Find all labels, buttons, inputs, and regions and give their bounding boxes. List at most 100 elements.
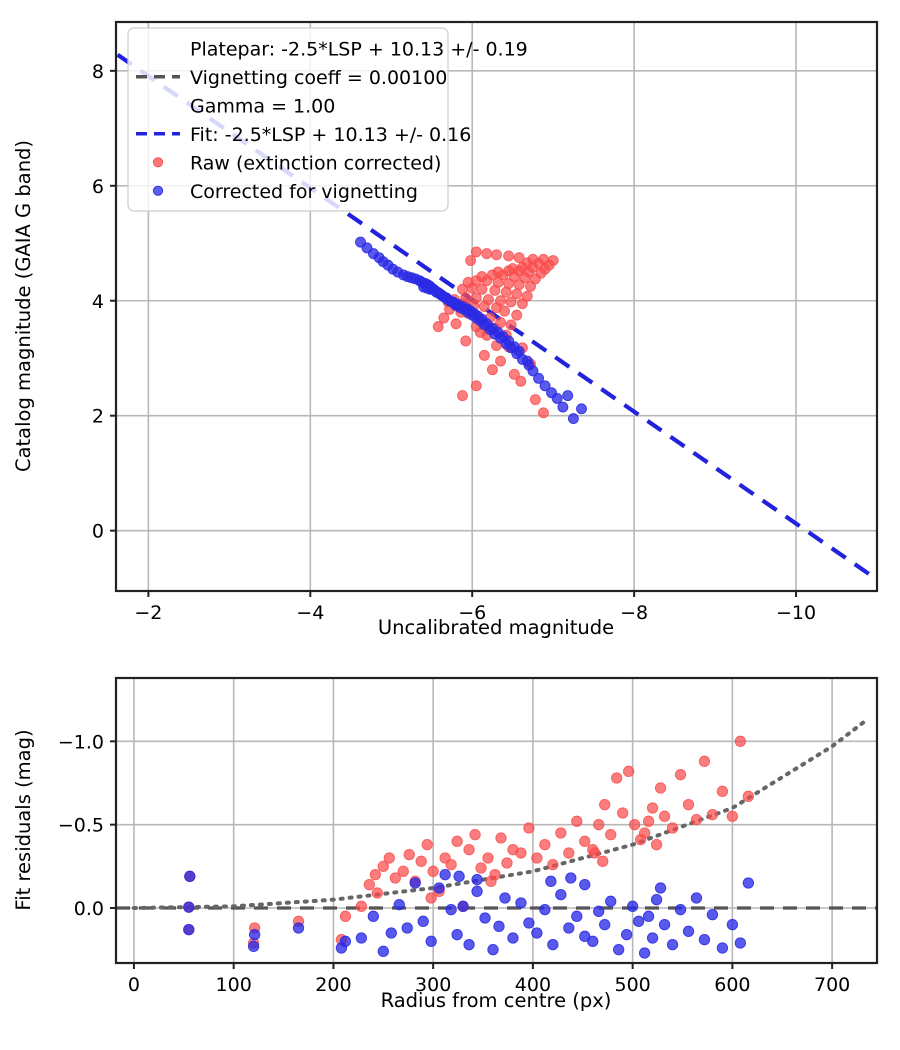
top-data-layer [116, 53, 879, 582]
raw-data-point [482, 294, 494, 306]
corrected-data-point [565, 872, 577, 884]
raw-data-point [726, 810, 739, 822]
tick-label-x: 0 [128, 974, 140, 996]
corrected-data-point [417, 915, 429, 927]
raw-data-point [505, 319, 517, 331]
top-legend: Platepar: -2.5*LSP + 10.13 +/- 0.19 Vigne… [127, 27, 528, 212]
raw-data-point [445, 859, 457, 871]
raw-data-point [470, 246, 482, 258]
tick-label-x: 200 [315, 974, 351, 996]
corrected-data-point [621, 929, 633, 941]
raw-data-point [491, 249, 502, 261]
raw-data-point [432, 321, 444, 333]
legend-label: Vignetting coeff = 0.00100 [190, 67, 447, 89]
tick-label-x: −6 [458, 602, 486, 624]
bottom-tick-marks [110, 740, 834, 969]
tick-label-x: 400 [515, 974, 551, 996]
raw-data-point [527, 253, 539, 265]
corrected-data-point [479, 912, 491, 924]
raw-data-point [397, 865, 409, 877]
raw-data-point [642, 815, 655, 827]
corrected-data-point [562, 390, 574, 402]
raw-data-point [369, 869, 381, 881]
corrected-data-point [355, 932, 368, 944]
corrected-data-point [445, 904, 457, 916]
corrected-data-point [632, 915, 645, 927]
corrected-data-point [593, 905, 605, 917]
legend-label: Corrected for vignetting [190, 181, 418, 203]
raw-data-point [485, 875, 497, 887]
raw-data-point [646, 802, 659, 814]
corrected-data-point [716, 942, 729, 954]
corrected-data-point [248, 929, 261, 941]
raw-data-point [654, 782, 667, 794]
corrected-data-point [599, 919, 611, 931]
corrected-data-point [184, 870, 196, 882]
raw-data-point [377, 860, 389, 872]
raw-data-point [460, 335, 472, 347]
raw-data-point [427, 865, 439, 877]
raw-data-point [706, 809, 719, 821]
corrected-data-point [493, 920, 505, 932]
raw-data-point [531, 852, 543, 864]
corrected-data-point [418, 281, 430, 293]
corrected-data-point [439, 869, 451, 881]
bottom-plot-area [116, 678, 877, 963]
bottom-axes-frame [114, 676, 879, 965]
corrected-data-point [409, 877, 421, 889]
raw-data-point [515, 847, 527, 859]
raw-data-point [462, 276, 474, 288]
corrected-data-point [183, 901, 195, 913]
corrected-data-point [499, 892, 511, 904]
raw-data-point [403, 849, 415, 861]
tick-label-y: −0.5 [58, 815, 104, 837]
raw-data-point [339, 910, 352, 922]
raw-data-point [674, 769, 687, 781]
corrected-data-point [734, 937, 747, 949]
corrected-data-point [521, 355, 533, 367]
corrected-data-point [654, 882, 667, 894]
raw-data-point [508, 368, 520, 380]
raw-data-point [538, 253, 549, 265]
corrected-data-point [674, 904, 687, 916]
legend-marker-corrected-point [152, 185, 164, 196]
raw-data-point [469, 829, 481, 841]
corrected-data-point [650, 894, 663, 906]
bottom-tick-labels: 0 100 200 300 400 500 600 700 0.0 −0.5 −1.0 [58, 731, 850, 996]
corrected-data-point [533, 372, 545, 384]
tick-label-y: 8 [92, 61, 104, 83]
raw-data-point [507, 263, 519, 275]
tick-label-y: 0.0 [74, 898, 104, 920]
raw-data-point [465, 255, 477, 266]
raw-data-point [628, 819, 641, 831]
corrected-data-point [339, 935, 352, 947]
tick-label-x: 100 [216, 974, 252, 996]
top-axes-frame [114, 20, 879, 593]
corrected-data-point [605, 895, 617, 907]
corrected-data-point [247, 940, 260, 952]
raw-data-point [525, 280, 536, 292]
corrected-data-point [690, 892, 703, 904]
legend-marker-raw-point [152, 157, 164, 168]
raw-data-point [511, 288, 523, 300]
raw-data-point [579, 835, 591, 847]
top-tick-labels: −2 −4 −6 −8 −10 0 2 4 6 8 [92, 61, 816, 624]
corrected-data-point [682, 925, 695, 937]
corrected-data-point [385, 927, 397, 939]
raw-data-point [495, 832, 507, 844]
corrected-data-point [579, 879, 591, 891]
raw-data-point [425, 892, 437, 904]
raw-data-point [481, 248, 493, 260]
raw-data-point [742, 790, 754, 802]
corrected-data-point [183, 924, 195, 936]
raw-data-point [515, 375, 527, 387]
vignetting-model-curve [131, 717, 870, 910]
raw-data-point [470, 292, 482, 304]
tick-label-y: 2 [92, 406, 104, 428]
tick-label-x: 300 [415, 974, 451, 996]
corrected-data-point [523, 917, 535, 929]
corrected-data-point [393, 899, 405, 911]
corrected-data-point [463, 939, 475, 951]
legend-label: Fit: -2.5*LSP + 10.13 +/- 0.16 [190, 124, 471, 146]
